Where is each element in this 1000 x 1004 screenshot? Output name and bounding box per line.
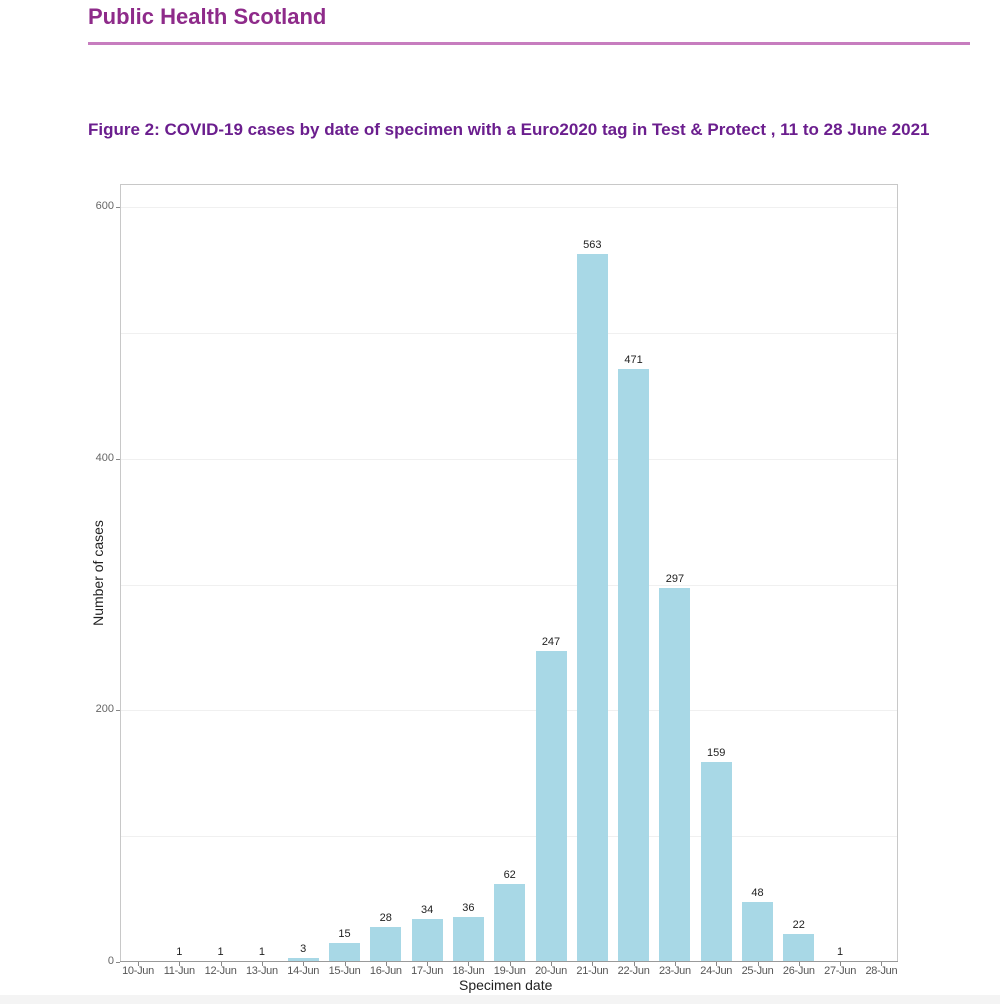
x-axis-title: Specimen date [459, 977, 553, 993]
bar-value-label: 3 [300, 943, 307, 956]
gridline [121, 710, 897, 712]
x-tick [509, 962, 511, 966]
bar-value-label: 563 [583, 238, 602, 251]
x-tick-label: 11-Jun [163, 965, 195, 977]
x-tick [344, 962, 346, 966]
x-tick-label: 13-Jun [245, 965, 278, 977]
x-tick-label: 27-Jun [824, 965, 857, 977]
bar [659, 588, 691, 962]
figure-title: Figure 2: COVID-19 cases by date of spec… [88, 120, 930, 139]
x-tick [881, 962, 883, 966]
bar-value-label: 34 [420, 904, 434, 917]
bar-value-label: 62 [503, 868, 516, 881]
x-tick-label: 24-Jun [700, 965, 733, 977]
x-tick [633, 962, 635, 966]
bar-value-label: 247 [541, 636, 561, 649]
bar-value-label: 1 [258, 945, 265, 958]
y-tick-label: 0 [107, 955, 114, 967]
bar-value-label: 471 [624, 354, 643, 367]
x-tick-label: 16-Jun [369, 965, 402, 977]
x-tick-label: 18-Jun [452, 965, 485, 977]
x-tick [551, 962, 552, 966]
plot-panel [120, 184, 898, 962]
x-tick-label: 21-Jun [576, 965, 609, 977]
bar-value-label: 22 [792, 919, 805, 932]
y-tick-label: 200 [95, 703, 114, 716]
gridline [121, 332, 897, 334]
page-bottom-edge [0, 995, 1000, 1004]
x-tick [674, 962, 676, 966]
y-tick-label: 600 [95, 200, 114, 212]
bar-value-label: 48 [751, 886, 764, 899]
x-tick [798, 962, 800, 966]
x-tick-label: 15-Jun [328, 965, 361, 977]
bar-value-label: 36 [462, 901, 475, 914]
gridline [121, 458, 897, 460]
bar [700, 761, 732, 962]
gridline [121, 584, 897, 586]
gridline [121, 207, 897, 208]
x-tick-label: 26-Jun [782, 965, 815, 977]
header-divider [88, 42, 970, 45]
bar [576, 253, 608, 962]
x-tick [840, 962, 842, 966]
x-tick-label: 14-Jun [287, 965, 320, 977]
x-tick-label: 25-Jun [741, 965, 774, 977]
bar [618, 369, 650, 962]
y-tick [116, 962, 120, 963]
x-tick-label: 28-Jun [865, 965, 898, 977]
x-tick [303, 962, 305, 966]
x-tick [385, 962, 387, 966]
bar [535, 651, 567, 962]
x-axis-line [120, 961, 898, 962]
x-tick [468, 962, 470, 966]
x-tick [179, 962, 181, 966]
bar [494, 883, 526, 962]
x-tick-label: 20-Jun [535, 965, 567, 977]
bar [452, 916, 484, 962]
bar-value-label: 28 [379, 911, 392, 924]
x-tick [220, 962, 222, 966]
bar-value-label: 15 [338, 928, 351, 941]
x-tick [592, 962, 594, 966]
bar-value-label: 1 [837, 945, 844, 958]
x-tick-label: 12-Jun [204, 965, 237, 977]
x-tick [427, 962, 429, 966]
y-axis-title: Number of cases [90, 520, 106, 626]
bar [783, 934, 815, 962]
y-tick-label: 400 [95, 451, 114, 464]
bar-value-label: 159 [707, 746, 726, 759]
x-tick-label: 10-Jun [122, 965, 154, 977]
y-tick [116, 458, 120, 460]
bar [742, 901, 773, 962]
x-tick-label: 17-Jun [411, 965, 444, 977]
x-tick-label: 23-Jun [658, 965, 691, 977]
bar [329, 943, 360, 962]
y-tick [116, 207, 120, 208]
bar-value-label: 1 [176, 945, 183, 958]
bar [370, 926, 402, 962]
x-tick [261, 962, 263, 966]
gridline [121, 836, 897, 838]
x-tick [138, 962, 139, 966]
bar [287, 958, 319, 962]
bar-value-label: 297 [665, 573, 685, 586]
x-tick-label: 22-Jun [617, 965, 650, 977]
x-tick [716, 962, 718, 966]
y-tick [116, 710, 120, 712]
organisation-name: Public Health Scotland [88, 4, 327, 29]
bar-value-label: 1 [217, 945, 224, 958]
x-tick [757, 962, 759, 966]
bar [411, 919, 443, 962]
x-tick-label: 19-Jun [493, 965, 526, 977]
